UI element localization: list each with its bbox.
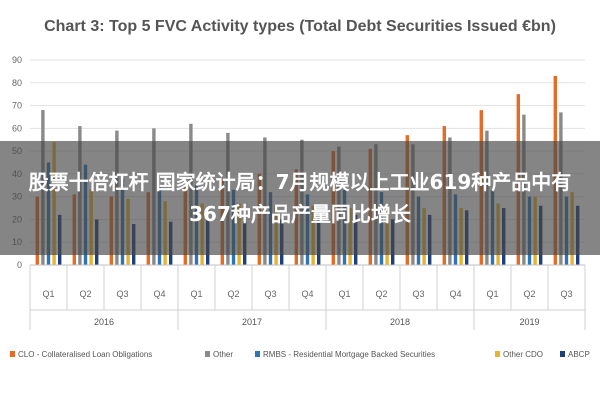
legend-swatch <box>560 351 565 357</box>
x-tick-label: Q2 <box>227 289 239 299</box>
y-tick-label: 0 <box>17 260 22 270</box>
x-tick-label: Q1 <box>190 289 202 299</box>
x-axis: Q1 Q2 Q3 Q4 Q1 Q2 Q3 Q4 Q1 Q2 Q3 Q4 Q1 Q2 Q3 2016 2017 20… <box>29 264 586 330</box>
x-tick-label: Q4 <box>449 289 461 299</box>
x-tick-label: Q1 <box>42 289 54 299</box>
year-label: 2018 <box>390 317 410 327</box>
legend-swatch <box>495 351 500 357</box>
legend-swatch <box>205 351 210 357</box>
x-tick-label: Q1 <box>338 289 350 299</box>
x-tick-label: Q3 <box>412 289 424 299</box>
y-tick-label: 80 <box>12 78 22 88</box>
legend-label: Other <box>213 350 233 359</box>
x-tick-label: Q2 <box>375 289 387 299</box>
x-tick-label: Q2 <box>523 289 535 299</box>
legend-label: CLO - Collateralised Loan Obligations <box>18 350 152 359</box>
headline-text: 股票十倍杠杆 国家统计局：7月规模以上工业619种产品中有367种产品产量同比增… <box>28 170 572 226</box>
year-label: 2019 <box>519 317 539 327</box>
chart-title: Chart 3: Top 5 FVC Activity types (Total… <box>44 18 556 35</box>
headline-banner[interactable]: 股票十倍杠杆 国家统计局：7月规模以上工业619种产品中有367种产品产量同比增… <box>0 141 600 255</box>
legend-label: RMBS - Residential Mortgage Backed Secur… <box>263 350 435 359</box>
legend-swatch <box>255 351 260 357</box>
y-tick-label: 90 <box>12 55 22 65</box>
legend: CLO - Collateralised Loan Obligations Oth… <box>10 350 590 359</box>
x-tick-label: Q3 <box>116 289 128 299</box>
x-tick-label: Q1 <box>486 289 498 299</box>
legend-swatch <box>10 351 15 357</box>
legend-label: Other CDO <box>503 350 543 359</box>
x-tick-label: Q3 <box>264 289 276 299</box>
year-label: 2017 <box>242 317 262 327</box>
y-tick-label: 70 <box>12 101 22 111</box>
x-tick-label: Q4 <box>301 289 313 299</box>
year-label: 2016 <box>94 317 114 327</box>
x-tick-label: Q2 <box>79 289 91 299</box>
x-tick-label: Q4 <box>153 289 165 299</box>
x-tick-label: Q3 <box>560 289 572 299</box>
legend-label: ABCP <box>568 350 590 359</box>
y-tick-label: 60 <box>12 123 22 133</box>
